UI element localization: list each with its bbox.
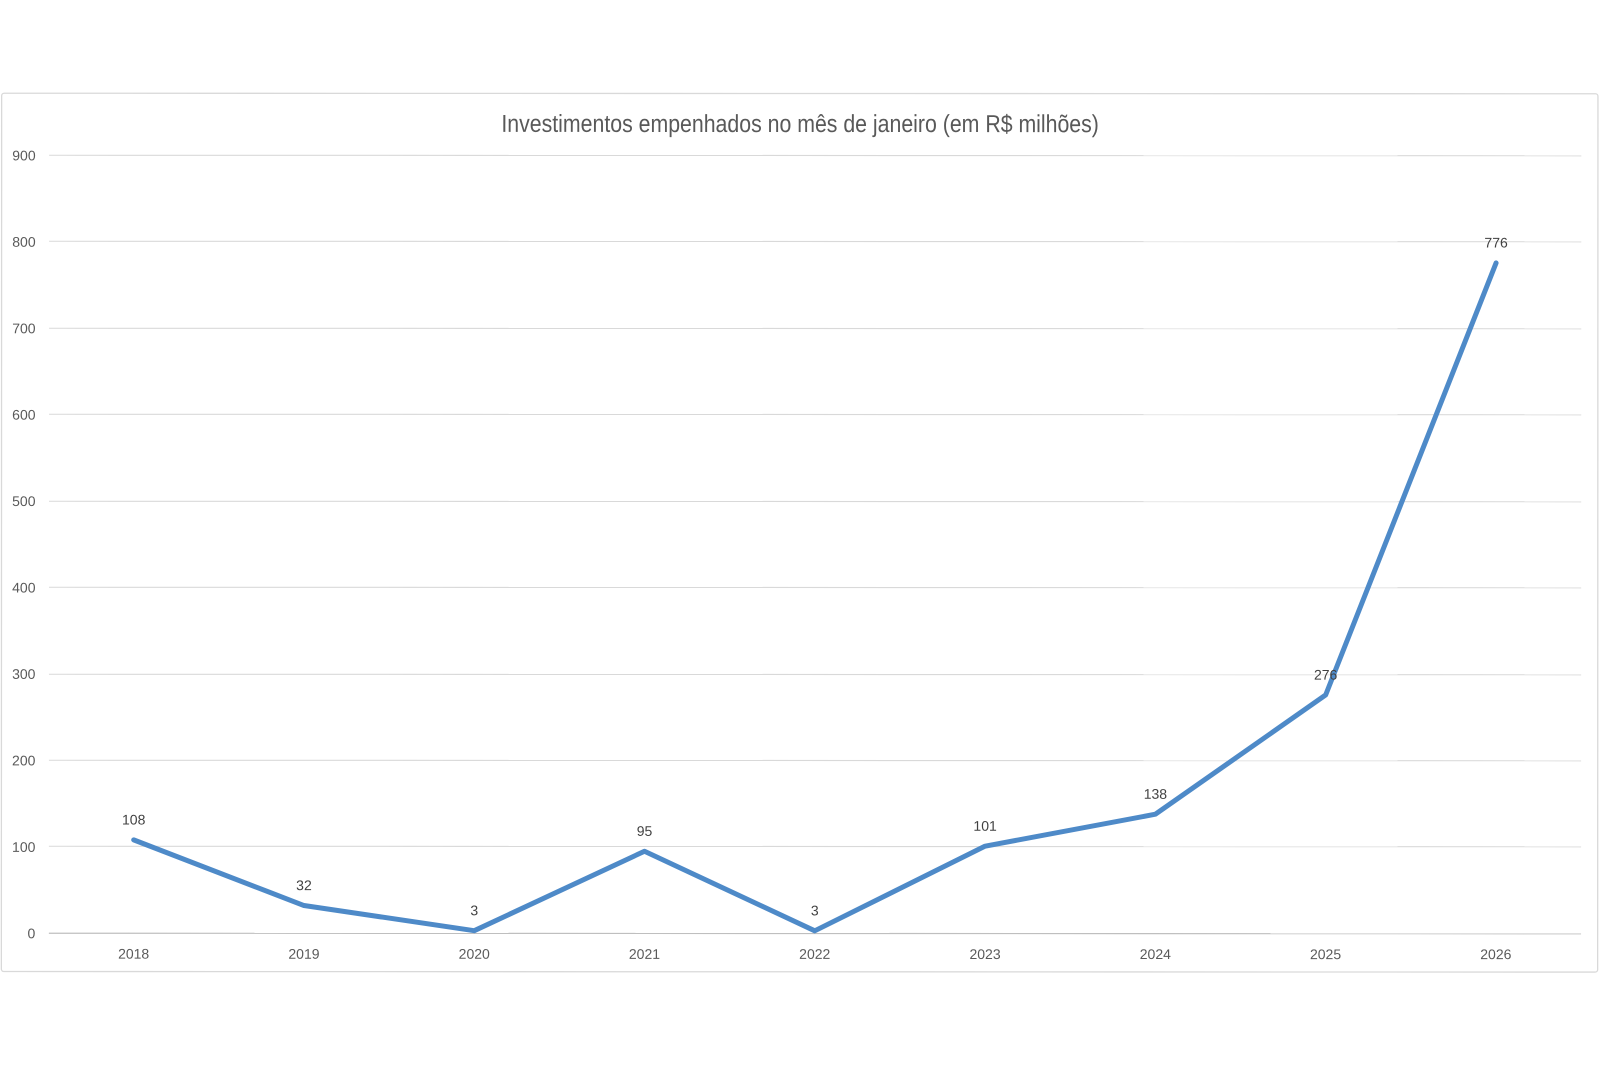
svg-text:200: 200: [12, 752, 36, 768]
svg-text:2019: 2019: [288, 946, 319, 962]
svg-text:95: 95: [637, 823, 653, 839]
svg-text:776: 776: [1484, 235, 1508, 251]
svg-text:2021: 2021: [629, 946, 660, 962]
svg-text:138: 138: [1144, 786, 1168, 802]
svg-text:3: 3: [470, 902, 478, 918]
svg-text:2022: 2022: [799, 946, 830, 962]
svg-text:400: 400: [12, 580, 36, 596]
svg-text:2023: 2023: [969, 946, 1000, 962]
svg-text:108: 108: [122, 811, 146, 827]
svg-text:0: 0: [28, 925, 36, 941]
svg-text:900: 900: [12, 147, 36, 163]
svg-text:600: 600: [12, 407, 36, 423]
svg-text:2024: 2024: [1140, 946, 1171, 962]
svg-text:3: 3: [811, 902, 819, 918]
svg-text:2026: 2026: [1480, 946, 1511, 962]
svg-text:276: 276: [1314, 667, 1338, 683]
svg-text:700: 700: [12, 320, 36, 336]
svg-text:800: 800: [12, 234, 36, 250]
svg-text:2018: 2018: [118, 946, 149, 962]
svg-text:100: 100: [12, 839, 36, 855]
svg-text:Investimentos empenhados no mê: Investimentos empenhados no mês de janei…: [501, 111, 1099, 138]
svg-text:2025: 2025: [1310, 946, 1341, 962]
svg-text:101: 101: [973, 818, 997, 834]
svg-text:500: 500: [12, 493, 36, 509]
svg-text:300: 300: [12, 666, 36, 682]
svg-text:32: 32: [296, 877, 312, 893]
svg-text:2020: 2020: [459, 946, 490, 962]
